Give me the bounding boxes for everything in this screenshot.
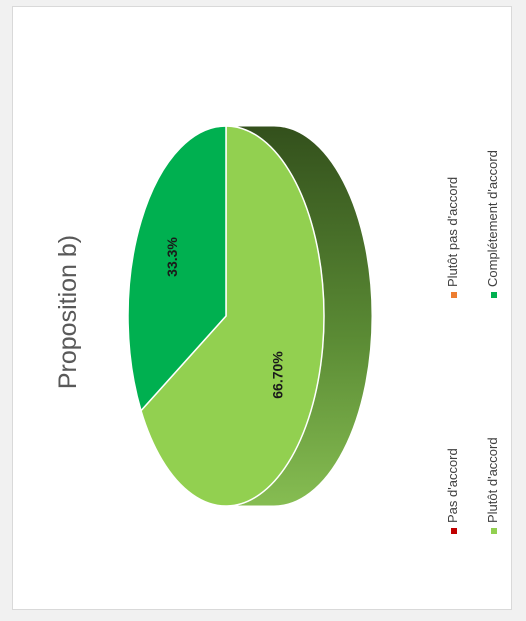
legend-swatch-plutot-daccord xyxy=(491,528,497,534)
pie-slice-compl-tement-d-accord xyxy=(127,125,227,413)
chart-title: Proposition b) xyxy=(54,235,82,389)
data-label-plut-t-d-accord: 66.70% xyxy=(269,351,285,399)
legend-swatch-completement-daccord xyxy=(491,292,497,298)
pie-slice-plut-t-d-accord xyxy=(140,125,325,507)
pie: 66.70% 33.3% xyxy=(127,125,373,507)
legend-label-plutot-daccord: Plutôt d'accord xyxy=(485,437,500,523)
legend-label-completement-daccord: Complétement d'accord xyxy=(485,150,500,287)
legend: Pas d'accord Plutôt pas d'accord Plutôt … xyxy=(445,150,500,534)
legend-swatch-pas-daccord xyxy=(451,528,457,534)
data-label-compl-tement-d-accord: 33.3% xyxy=(164,237,180,277)
legend-label-plutot-pas-daccord: Plutôt pas d'accord xyxy=(445,177,460,287)
legend-label-pas-daccord: Pas d'accord xyxy=(445,448,460,523)
legend-swatch-plutot-pas-daccord xyxy=(451,292,457,298)
